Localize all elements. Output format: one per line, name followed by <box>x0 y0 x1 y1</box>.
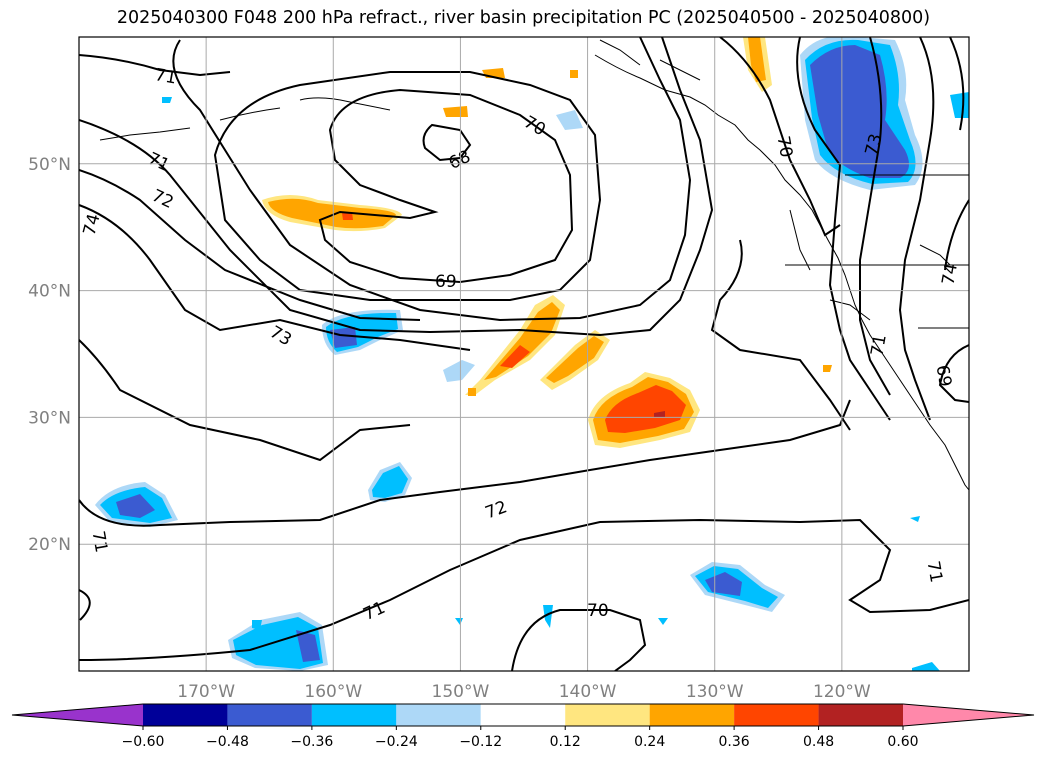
colorbar-segment <box>311 704 397 726</box>
positive-anomaly-region <box>268 198 396 229</box>
negative-anomaly-region <box>543 605 553 628</box>
contour-label: 71 <box>867 333 890 358</box>
colorbar-segment <box>818 704 903 726</box>
map-frame <box>78 36 970 672</box>
positive-anomaly-region <box>443 106 468 117</box>
map-title: 2025040300 F048 200 hPa refract., river … <box>116 8 931 28</box>
positive-anomaly-region <box>500 345 530 368</box>
negative-anomaly-region <box>950 92 969 118</box>
contour-label: 71 <box>153 65 178 88</box>
colorbar-extend-high <box>903 704 1034 726</box>
contour-label: 68 <box>446 147 474 174</box>
longitude-labels: 170°W 160°W 150°W 140°W 130°W 120°W <box>177 682 871 702</box>
latitude-tick-label: 40°N <box>28 282 71 302</box>
negative-anomaly-region <box>658 618 668 625</box>
negative-anomaly-region <box>910 516 920 522</box>
longitude-tick-label: 140°W <box>559 682 617 702</box>
coastline-lines <box>99 39 969 491</box>
latitude-labels: 20°N 30°N 40°N 50°N <box>28 155 71 555</box>
colorbar-extend-low <box>12 704 143 726</box>
positive-anomaly-region <box>342 212 353 220</box>
negative-anomaly-region <box>296 630 320 662</box>
positive-anomaly-region <box>570 70 578 78</box>
colorbar-tick-label: 0.36 <box>719 734 750 750</box>
negative-anomaly-region <box>233 617 323 669</box>
contour-label: 70 <box>587 601 609 621</box>
colorbar-segment <box>480 704 566 726</box>
colorbar-tick-label: −0.12 <box>459 734 502 750</box>
positive-anomaly-region <box>468 388 476 396</box>
positive-anomaly-region <box>748 37 766 82</box>
longitude-tick-label: 120°W <box>813 682 871 702</box>
contour-label: 69 <box>932 364 955 389</box>
negative-anomaly-region <box>810 45 909 178</box>
colorbar-tick-label: −0.24 <box>375 734 418 750</box>
longitude-tick-label: 130°W <box>686 682 744 702</box>
contour-label: 72 <box>148 186 176 213</box>
colorbar-tick-label: 0.60 <box>887 734 918 750</box>
positive-anomaly-region <box>823 365 832 372</box>
latitude-tick-label: 50°N <box>28 155 71 175</box>
refractivity-contours <box>79 37 969 671</box>
colorbar-segment <box>649 704 735 726</box>
positive-anomaly-region <box>546 336 604 383</box>
positive-anomaly-region <box>654 411 665 417</box>
negative-anomaly-region <box>912 662 940 671</box>
negative-anomaly-region <box>556 110 583 130</box>
colorbar-segment <box>227 704 312 726</box>
colorbar-tick-label: −0.60 <box>122 734 165 750</box>
negative-anomaly-region <box>252 620 262 630</box>
contour-label: 73 <box>266 322 295 350</box>
positive-anomaly-region <box>484 302 560 380</box>
longitude-tick-label: 160°W <box>304 682 362 702</box>
latitude-tick-label: 20°N <box>28 535 71 555</box>
colorbar-segment <box>565 704 650 726</box>
contour-label: 69 <box>435 272 457 292</box>
negative-anomaly-region <box>162 97 172 103</box>
colorbar-segment <box>734 704 819 726</box>
longitude-tick-label: 170°W <box>177 682 235 702</box>
negative-anomaly-region <box>455 618 463 625</box>
colorbar-segment <box>143 704 228 726</box>
contour-label: 71 <box>88 529 111 554</box>
contour-label: 70 <box>773 134 796 159</box>
colorbar-tick-label: 0.24 <box>634 734 665 750</box>
contour-label: 72 <box>483 497 510 523</box>
contour-label: 74 <box>938 262 961 287</box>
contour-label: 71 <box>923 559 946 584</box>
contour-label: 70 <box>520 112 549 140</box>
longitude-tick-label: 150°W <box>432 682 490 702</box>
colorbar-tick-label: 0.48 <box>803 734 834 750</box>
negative-anomaly-region <box>330 327 357 348</box>
precipitation-shading <box>95 37 969 671</box>
positive-anomaly-region <box>605 385 686 433</box>
colorbar: −0.60 −0.48 −0.36 −0.24 −0.12 0.12 0.24 0.36 0.4… <box>11 703 1035 750</box>
colorbar-tick-label: −0.48 <box>206 734 249 750</box>
negative-anomaly-region <box>372 466 408 498</box>
latitude-tick-label: 30°N <box>28 408 71 428</box>
negative-anomaly-region <box>116 494 155 518</box>
graticule <box>79 37 969 671</box>
negative-anomaly-region <box>443 360 475 382</box>
colorbar-tick-label: −0.36 <box>290 734 333 750</box>
colorbar-segment <box>396 704 481 726</box>
colorbar-tick-label: 0.12 <box>550 734 581 750</box>
